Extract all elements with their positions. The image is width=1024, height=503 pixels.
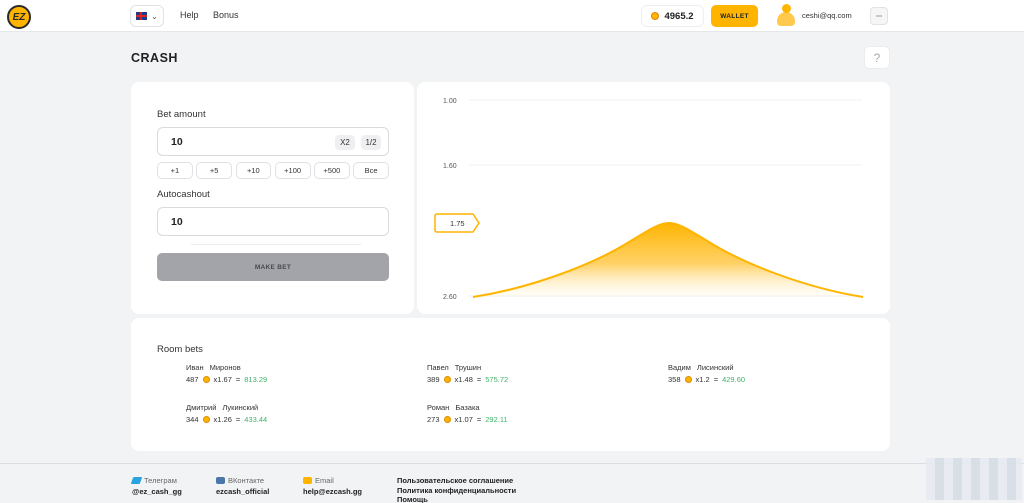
room-bets-title: Room bets xyxy=(157,344,203,355)
page-title: CRASH xyxy=(131,51,178,65)
terms-link[interactable]: Пользовательское соглашение xyxy=(397,476,514,485)
current-multiplier-marker xyxy=(434,213,480,233)
double-bet-button[interactable]: X2 xyxy=(335,135,355,150)
y-tick-label: 1.60 xyxy=(443,163,457,170)
top-header: EZ ⌄ Help Bonus 4965.2 WALLET ceshi@qq.c… xyxy=(0,0,1024,32)
crash-chart: 1.00 1.60 2.60 1.75 xyxy=(417,82,890,314)
coin-icon xyxy=(651,12,660,20)
quick-amount-button[interactable]: +500 xyxy=(314,162,350,179)
list-item: Дмитрий Лукинский 344 x1.26 = 433.44 xyxy=(186,403,268,424)
make-bet-button[interactable]: MAKE BET xyxy=(157,253,389,281)
coin-icon xyxy=(684,376,692,383)
autocashout-input[interactable]: 10 xyxy=(157,207,389,236)
settings-icon[interactable] xyxy=(870,7,888,25)
footer-links: Пользовательское соглашение Политика кон… xyxy=(397,476,516,503)
footer-telegram[interactable]: Телеграм @ez_cash_gg xyxy=(130,476,182,496)
quick-amount-button[interactable]: +100 xyxy=(274,162,311,179)
nav-bonus-link[interactable]: Bonus xyxy=(213,10,239,20)
uk-flag-icon xyxy=(136,12,148,20)
user-email[interactable]: ceshi@qq.com xyxy=(802,11,852,20)
quick-amounts: +1 +5 +10 +100 +500 Все xyxy=(157,162,389,179)
email-link[interactable]: help@ezcash.gg xyxy=(303,487,362,496)
chevron-down-icon: ⌄ xyxy=(151,11,158,21)
autocashout-value: 10 xyxy=(171,216,183,228)
quick-amount-button[interactable]: Все xyxy=(353,162,389,179)
room-bets-panel: Room bets Иван Миронов 487 x1.67 = 813.29 Па… xyxy=(131,318,890,451)
crash-curve-line xyxy=(472,221,864,298)
autocashout-label: Autocashout xyxy=(157,189,210,200)
quick-amount-button[interactable]: +10 xyxy=(235,162,272,179)
bet-amount-input[interactable]: 10 X2 1/2 xyxy=(157,127,389,156)
vk-link[interactable]: ezcash_official xyxy=(216,487,270,496)
quick-amount-button[interactable]: +1 xyxy=(157,162,193,179)
telegram-icon xyxy=(130,477,143,484)
ezcash-logo[interactable]: EZ xyxy=(7,5,31,29)
footer xyxy=(0,463,1024,503)
crash-area xyxy=(473,223,863,297)
footer-vk[interactable]: ВКонтакте ezcash_official xyxy=(216,476,270,496)
bet-amount-label: Bet amount xyxy=(157,109,206,120)
crash-chart-svg: 1.00 1.60 2.60 1.75 xyxy=(434,98,864,301)
bet-amount-value: 10 xyxy=(171,136,183,148)
y-tick-label: 1.00 xyxy=(443,98,457,105)
help-link[interactable]: Помощь xyxy=(397,495,428,503)
list-item: Роман Базака 273 x1.07 = 292.11 xyxy=(427,403,508,424)
divider xyxy=(191,244,361,245)
wallet-button[interactable]: WALLET xyxy=(711,5,758,27)
balance-display: 4965.2 xyxy=(641,5,704,27)
current-multiplier-label: 1.75 xyxy=(450,219,465,228)
balance-value: 4965.2 xyxy=(664,10,694,22)
list-item: Иван Миронов 487 x1.67 = 813.29 xyxy=(186,363,268,384)
coin-icon xyxy=(202,376,210,383)
half-bet-button[interactable]: 1/2 xyxy=(361,135,381,150)
help-button[interactable]: ? xyxy=(864,46,890,69)
language-selector[interactable]: ⌄ xyxy=(130,5,164,27)
coin-icon xyxy=(443,416,451,423)
blurred-badge xyxy=(926,458,1022,500)
mail-icon xyxy=(303,477,312,484)
y-tick-label: 2.60 xyxy=(443,294,457,301)
coin-icon xyxy=(443,376,451,383)
list-item: Павел Трушин 389 x1.48 = 575.72 xyxy=(427,363,509,384)
telegram-link[interactable]: @ez_cash_gg xyxy=(132,487,182,496)
vk-icon xyxy=(216,477,225,484)
footer-email[interactable]: Email help@ezcash.gg xyxy=(303,476,362,496)
avatar[interactable] xyxy=(776,4,796,26)
privacy-link[interactable]: Политика конфиденциальности xyxy=(397,485,517,495)
list-item: Вадим Лисинский 358 x1.2 = 429.60 xyxy=(668,363,746,384)
nav-help-link[interactable]: Help xyxy=(180,10,199,20)
bet-panel: Bet amount 10 X2 1/2 +1 +5 +10 +100 +500… xyxy=(131,82,414,314)
coin-icon xyxy=(202,416,210,423)
quick-amount-button[interactable]: +5 xyxy=(196,162,232,179)
